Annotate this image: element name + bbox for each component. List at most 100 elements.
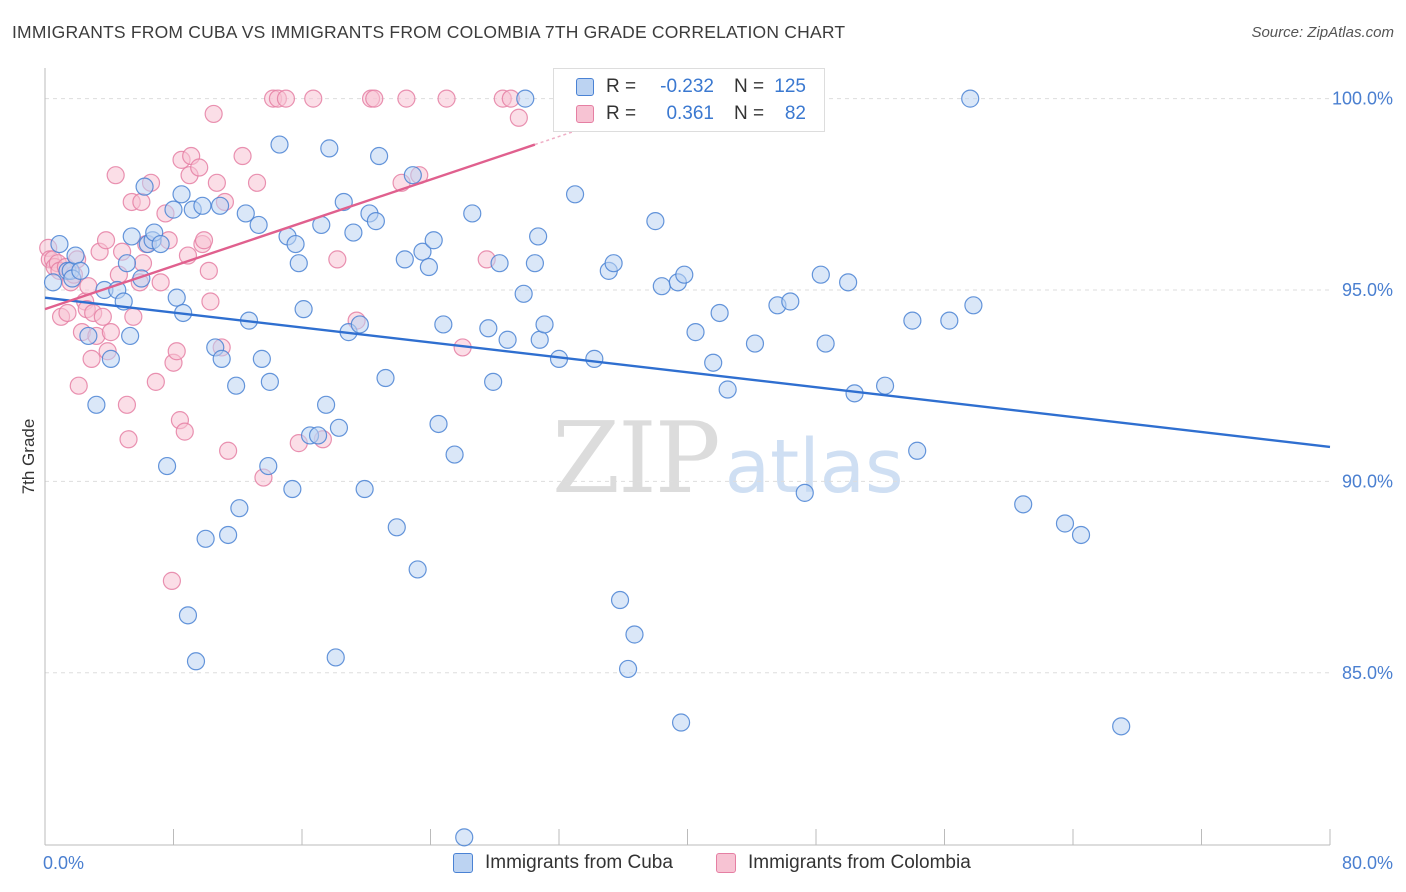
cuba-point [490,254,509,273]
cuba-point [249,215,268,235]
cuba-point [219,525,238,545]
r-label: R = [606,103,637,124]
colombia-point [509,108,528,127]
colombia-point [201,292,220,311]
colombia-point [247,173,267,192]
colombia-point [437,89,456,108]
colombia-point [190,158,209,177]
cuba-point [122,227,141,246]
cuba-point [151,234,170,254]
cuba-point [535,315,554,334]
cuba-point [236,204,255,223]
cuba-point [652,277,671,296]
cuba-point [87,395,106,414]
colombia-point [119,430,138,449]
cuba-point [167,288,186,307]
cuba-point [135,177,154,196]
cuba-point [71,261,90,280]
cuba-point [434,315,453,334]
cuba-n-value: 125 [774,76,806,97]
cuba-point [117,254,137,273]
cuba-point [903,311,922,330]
cuba-point [408,560,427,579]
cuba-point [283,479,302,499]
colombia-point [69,376,88,395]
trend-lines [44,122,1331,449]
cuba-point [479,319,498,338]
watermark-atlas: atlas [724,424,904,510]
cuba-point [270,135,289,154]
cuba-point [839,273,858,292]
colombia-point [117,395,137,414]
watermark: ZIPatlas [552,402,904,516]
cuba-point [816,334,835,353]
cuba-point [178,606,198,625]
cuba-point [908,441,927,460]
cuba-point [1112,717,1131,736]
legend-item-cuba[interactable]: Immigrants from Cuba [453,852,673,874]
cuba-point [79,326,98,346]
cuba-point [795,483,814,502]
cuba-point [259,456,278,476]
cuba-point [525,254,545,273]
colombia-point [146,372,165,391]
colombia-point [132,192,151,212]
cuba-point [498,330,517,349]
axes [44,68,1331,846]
cuba-point [675,265,694,284]
cuba-point [413,242,432,261]
cuba-point [610,590,630,610]
cuba-point [366,212,385,231]
cuba-point [445,445,464,464]
n-label: N = [734,103,765,124]
cuba-point [294,300,313,319]
cuba-point [718,380,737,399]
watermark-zip: ZIP [552,402,721,516]
colombia-point [58,303,77,323]
y-tick-label: 95.0% [1342,280,1393,300]
cuba-point [320,139,339,158]
cuba-point [186,652,206,671]
cuba-point [625,625,644,644]
cuba-trendline [44,296,1331,449]
cuba-point [260,372,279,391]
cuba-point [43,273,63,292]
y-axis-label: 7th Grade [19,419,38,495]
y-tick-label: 100.0% [1332,89,1393,109]
colombia-points [39,89,528,590]
cuba-point [227,376,246,395]
cuba-point [429,414,448,434]
cuba-point [289,254,308,273]
chart-title: IMMIGRANTS FROM CUBA VS IMMIGRANTS FROM … [12,22,846,42]
cuba-point [514,284,533,303]
colombia-point [365,89,384,108]
colombia-point [276,89,296,108]
colombia-point [233,146,252,166]
cuba-r-value: -0.232 [660,76,714,97]
cuba-point [745,334,765,353]
colombia-point [93,307,112,326]
cuba-point [210,196,230,215]
cuba-point [350,315,369,334]
correlation-legend: R = -0.232 N = 125 R = 0.361 N = 82 [553,68,825,132]
cuba-point [940,311,959,330]
cuba-point [316,395,336,414]
cuba-point [710,303,729,323]
cuba-point [529,227,548,246]
cuba-point [370,146,389,166]
legend-item-colombia[interactable]: Immigrants from Colombia [716,852,971,874]
cuba-point [961,89,980,108]
cuba-point [565,185,585,204]
cuba-point [424,231,443,250]
cuba-point [157,456,177,476]
cuba-point [395,250,414,269]
cuba-point [193,196,212,215]
n-label: N = [734,76,765,97]
cuba-point [286,234,305,254]
cuba-point [376,368,395,388]
cuba-point [671,713,691,732]
colombia-n-value: 82 [784,103,806,124]
cuba-point [964,296,983,315]
colombia-swatch [576,105,594,123]
colombia-point [124,307,143,326]
